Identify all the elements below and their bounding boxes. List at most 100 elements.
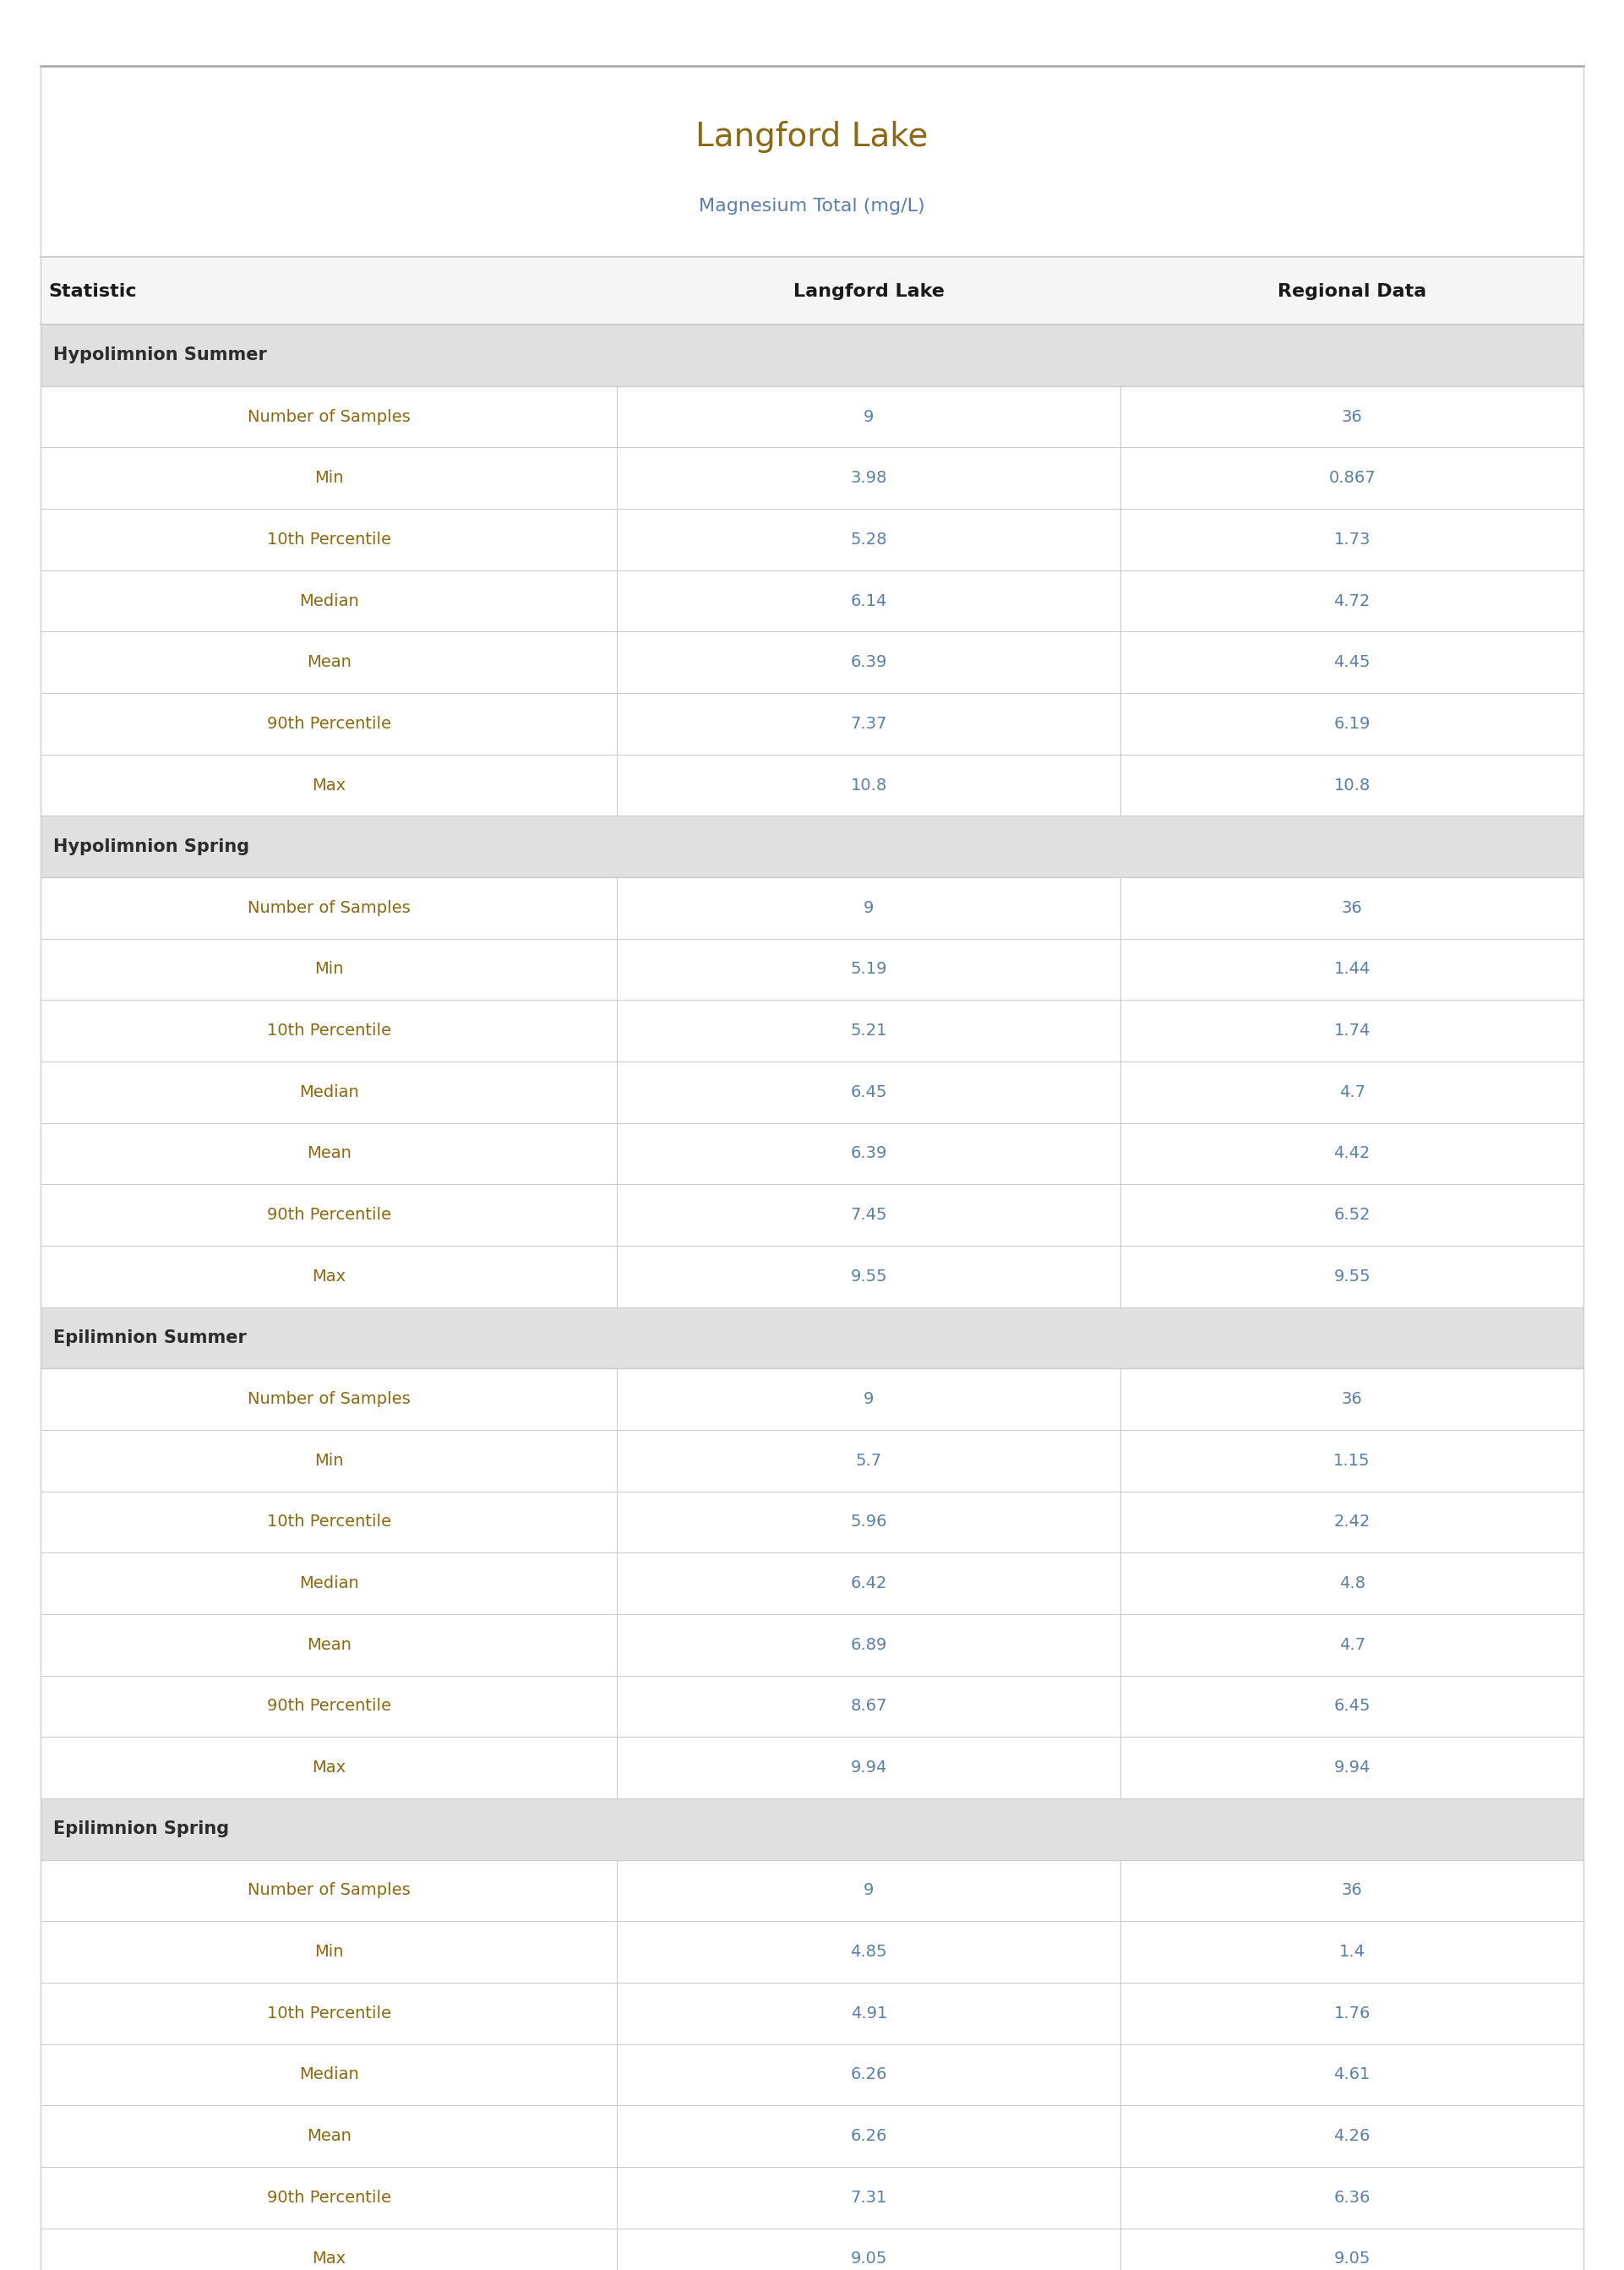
Text: 3.98: 3.98 bbox=[851, 470, 887, 486]
Text: Max: Max bbox=[312, 1269, 346, 1285]
Text: Min: Min bbox=[315, 470, 343, 486]
Text: 5.28: 5.28 bbox=[851, 531, 887, 547]
Text: Langford Lake: Langford Lake bbox=[793, 284, 945, 300]
Text: Max: Max bbox=[312, 2252, 346, 2268]
Text: 2.42: 2.42 bbox=[1333, 1514, 1371, 1530]
Text: 90th Percentile: 90th Percentile bbox=[266, 715, 391, 731]
Text: 36: 36 bbox=[1341, 1392, 1363, 1407]
FancyBboxPatch shape bbox=[41, 1614, 1583, 1675]
FancyBboxPatch shape bbox=[41, 2229, 1583, 2270]
FancyBboxPatch shape bbox=[41, 2168, 1583, 2229]
Text: 10.8: 10.8 bbox=[1333, 776, 1371, 792]
Text: Hypolimnion Spring: Hypolimnion Spring bbox=[54, 838, 250, 856]
FancyBboxPatch shape bbox=[41, 1491, 1583, 1553]
Text: 36: 36 bbox=[1341, 899, 1363, 917]
FancyBboxPatch shape bbox=[41, 1062, 1583, 1124]
FancyBboxPatch shape bbox=[41, 2104, 1583, 2168]
Text: Median: Median bbox=[299, 2066, 359, 2082]
Text: 7.31: 7.31 bbox=[851, 2191, 887, 2206]
Text: 10th Percentile: 10th Percentile bbox=[266, 1514, 391, 1530]
Text: Number of Samples: Number of Samples bbox=[247, 899, 411, 917]
Text: 9: 9 bbox=[864, 409, 874, 424]
FancyBboxPatch shape bbox=[41, 570, 1583, 631]
FancyBboxPatch shape bbox=[41, 815, 1583, 876]
Text: Mean: Mean bbox=[307, 1637, 351, 1653]
Text: 90th Percentile: 90th Percentile bbox=[266, 1208, 391, 1224]
Text: 6.89: 6.89 bbox=[851, 1637, 887, 1653]
Text: 8.67: 8.67 bbox=[851, 1698, 887, 1714]
Text: 9.55: 9.55 bbox=[1333, 1269, 1371, 1285]
Text: 10th Percentile: 10th Percentile bbox=[266, 1024, 391, 1040]
Text: 6.45: 6.45 bbox=[1333, 1698, 1371, 1714]
Text: 6.19: 6.19 bbox=[1333, 715, 1371, 731]
Text: Langford Lake: Langford Lake bbox=[695, 120, 929, 152]
FancyBboxPatch shape bbox=[41, 1308, 1583, 1369]
Text: 6.52: 6.52 bbox=[1333, 1208, 1371, 1224]
Text: 0.867: 0.867 bbox=[1328, 470, 1376, 486]
FancyBboxPatch shape bbox=[41, 508, 1583, 570]
Text: 4.7: 4.7 bbox=[1338, 1085, 1366, 1101]
Text: 9: 9 bbox=[864, 899, 874, 917]
FancyBboxPatch shape bbox=[41, 1553, 1583, 1614]
Text: 7.45: 7.45 bbox=[851, 1208, 887, 1224]
FancyBboxPatch shape bbox=[41, 1920, 1583, 1982]
Text: 6.36: 6.36 bbox=[1333, 2191, 1371, 2206]
Text: Mean: Mean bbox=[307, 1146, 351, 1162]
Text: Min: Min bbox=[315, 960, 343, 978]
Text: Min: Min bbox=[315, 1453, 343, 1469]
Text: 10th Percentile: 10th Percentile bbox=[266, 531, 391, 547]
Text: 1.73: 1.73 bbox=[1333, 531, 1371, 547]
FancyBboxPatch shape bbox=[41, 1185, 1583, 1246]
Text: 90th Percentile: 90th Percentile bbox=[266, 2191, 391, 2206]
Text: 1.15: 1.15 bbox=[1333, 1453, 1371, 1469]
Text: Number of Samples: Number of Samples bbox=[247, 409, 411, 424]
Text: 36: 36 bbox=[1341, 409, 1363, 424]
Text: 9.94: 9.94 bbox=[1333, 1759, 1371, 1775]
Text: 9: 9 bbox=[864, 1392, 874, 1407]
FancyBboxPatch shape bbox=[41, 1737, 1583, 1798]
Text: Median: Median bbox=[299, 1085, 359, 1101]
FancyBboxPatch shape bbox=[41, 1001, 1583, 1062]
Text: 5.96: 5.96 bbox=[851, 1514, 887, 1530]
Text: Epilimnion Spring: Epilimnion Spring bbox=[54, 1821, 229, 1836]
Text: 1.74: 1.74 bbox=[1333, 1024, 1371, 1040]
FancyBboxPatch shape bbox=[41, 938, 1583, 1001]
FancyBboxPatch shape bbox=[41, 2043, 1583, 2104]
Text: 9.05: 9.05 bbox=[851, 2252, 887, 2268]
FancyBboxPatch shape bbox=[41, 1124, 1583, 1185]
Text: Max: Max bbox=[312, 1759, 346, 1775]
FancyBboxPatch shape bbox=[41, 1982, 1583, 2043]
Text: 9: 9 bbox=[864, 1882, 874, 1898]
Text: Epilimnion Summer: Epilimnion Summer bbox=[54, 1330, 247, 1346]
FancyBboxPatch shape bbox=[41, 1369, 1583, 1430]
Text: 4.8: 4.8 bbox=[1338, 1575, 1366, 1591]
FancyBboxPatch shape bbox=[41, 1675, 1583, 1737]
Text: 1.44: 1.44 bbox=[1333, 960, 1371, 978]
Text: 4.85: 4.85 bbox=[851, 1943, 887, 1959]
Text: 9.05: 9.05 bbox=[1333, 2252, 1371, 2268]
Text: 6.26: 6.26 bbox=[851, 2127, 887, 2145]
FancyBboxPatch shape bbox=[41, 1859, 1583, 1920]
Text: 6.39: 6.39 bbox=[851, 1146, 887, 1162]
Text: 5.21: 5.21 bbox=[851, 1024, 887, 1040]
Text: Statistic: Statistic bbox=[49, 284, 136, 300]
Text: 4.72: 4.72 bbox=[1333, 592, 1371, 608]
Text: 6.39: 6.39 bbox=[851, 654, 887, 670]
Text: 6.45: 6.45 bbox=[851, 1085, 887, 1101]
Text: 4.42: 4.42 bbox=[1333, 1146, 1371, 1162]
Text: 7.37: 7.37 bbox=[851, 715, 887, 731]
Text: Hypolimnion Summer: Hypolimnion Summer bbox=[54, 347, 268, 363]
Text: Median: Median bbox=[299, 1575, 359, 1591]
FancyBboxPatch shape bbox=[41, 754, 1583, 815]
Text: 5.7: 5.7 bbox=[856, 1453, 882, 1469]
FancyBboxPatch shape bbox=[41, 1798, 1583, 1859]
Text: 5.19: 5.19 bbox=[851, 960, 887, 978]
Text: 6.14: 6.14 bbox=[851, 592, 887, 608]
FancyBboxPatch shape bbox=[41, 325, 1583, 386]
Text: Median: Median bbox=[299, 592, 359, 608]
Text: Number of Samples: Number of Samples bbox=[247, 1882, 411, 1898]
Text: Magnesium Total (mg/L): Magnesium Total (mg/L) bbox=[698, 197, 926, 213]
FancyBboxPatch shape bbox=[41, 386, 1583, 447]
FancyBboxPatch shape bbox=[41, 1246, 1583, 1308]
Text: 4.91: 4.91 bbox=[851, 2004, 887, 2020]
